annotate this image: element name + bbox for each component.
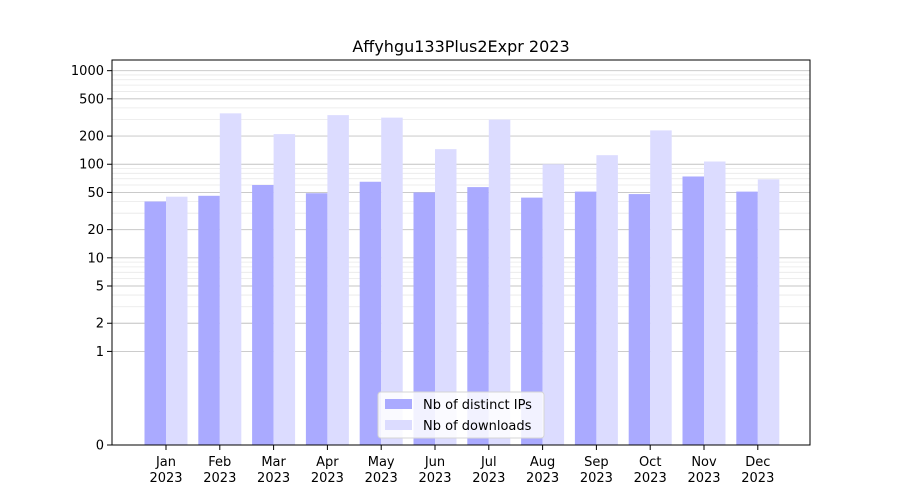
plot-frame [111,59,811,446]
bar-distinct-ips [305,193,328,445]
bar-distinct-ips [574,191,597,445]
bar-distinct-ips [467,187,489,445]
y-tick-label: 2 [96,317,104,332]
bar-distinct-ips [682,176,704,446]
legend: Nb of distinct IPs Nb of downloads [377,391,545,439]
bar-distinct-ips [252,185,274,445]
y-tick-label: 500 [79,92,104,107]
bar-downloads [327,115,349,446]
bar-distinct-ips [413,192,435,445]
bar-downloads [757,179,780,445]
bar-downloads [542,164,565,445]
x-tick-label: Aug 2023 [526,455,559,486]
x-tick-label: Mar 2023 [257,455,290,486]
bar-distinct-ips [359,181,382,446]
x-tick-label: Sep 2023 [580,455,613,486]
bar-distinct-ips [521,197,543,445]
bar-downloads [381,117,403,445]
bar-downloads [273,134,296,446]
bar-downloads [435,149,457,445]
bar-downloads [596,155,618,445]
bar-distinct-ips [144,201,166,445]
x-tick-label: Nov 2023 [687,455,720,486]
y-tick-label: 200 [79,130,104,145]
x-tick-label: May 2023 [365,455,398,486]
y-tick-label: 0 [96,439,104,454]
x-tick-label: Oct 2023 [634,455,667,486]
bar-downloads [488,119,511,446]
chart-title: Affyhgu133Plus2Expr 2023 [352,37,569,56]
y-tick-label: 50 [87,186,104,201]
bar-downloads [650,130,672,446]
y-tick-label: 5 [96,280,104,295]
x-tick-label: Jun 2023 [418,455,451,486]
bar-distinct-ips [628,194,651,445]
bar-downloads [166,196,188,445]
x-tick-label: Jul 2023 [472,455,505,486]
bar-distinct-ips [198,195,220,445]
legend-label: Nb of distinct IPs [423,398,532,413]
legend-box [377,391,545,439]
bar-downloads [704,161,726,445]
x-tick-label: Dec 2023 [741,455,774,486]
y-tick-label: 20 [87,223,104,238]
y-axis: 0 1 2 5 10 20 50 100 200 500 1000 [71,64,112,454]
y-tick-label: 100 [79,158,104,173]
bars [144,113,780,446]
y-tick-label: 10 [87,251,104,266]
y-tick-label: 1 [96,345,104,360]
bar-distinct-ips [736,191,758,445]
x-tick-label: Apr 2023 [311,455,344,486]
y-tick-label: 1000 [71,64,104,79]
legend-swatch [385,399,412,409]
legend-swatch [385,420,412,430]
bar-downloads [219,113,242,446]
x-axis: Jan 2023 Feb 2023 Mar 2023 Apr 2023 May 2023 Jun 20… [149,445,774,486]
x-tick-label: Jan 2023 [149,455,182,486]
legend-label: Nb of downloads [423,419,532,434]
x-tick-label: Feb 2023 [203,455,236,486]
